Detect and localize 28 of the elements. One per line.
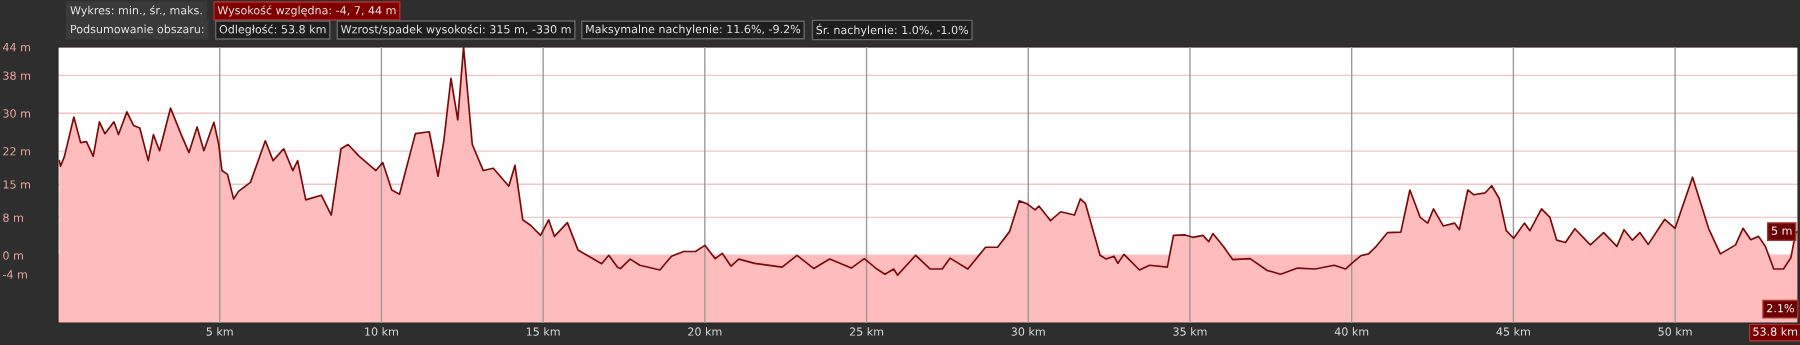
text: Śr. nachylenie: 1.0%, -1.0%: [816, 23, 969, 37]
y-tick-label: 38 m: [3, 71, 30, 80]
text: Maksymalne nachylenie: 11.6%, -9.2%: [586, 24, 801, 36]
text: Wysokość względna: -4, 7, 44 m: [217, 5, 396, 17]
x-tick-label: 45 km: [1496, 327, 1530, 336]
y-tick-label: 44 m: [2, 43, 30, 52]
x-tick-label: 15 km: [526, 327, 560, 336]
x-tick-label: 53.8 km: [1753, 327, 1798, 336]
x-tick-label: 5 km: [206, 327, 233, 336]
y-tick-label: 15 m: [3, 180, 30, 189]
x-tick-label: 20 km: [688, 327, 722, 336]
x-tick-label: 30 km: [1011, 327, 1045, 336]
x-tick-label: 40 km: [1334, 327, 1369, 336]
text: Odległość: 53.8 km: [219, 24, 326, 36]
text: Wykres: min., śr., maks.: [70, 5, 202, 17]
y-tick-label: 0 m: [3, 251, 23, 260]
x-tick-label: 50 km: [1658, 327, 1692, 336]
y-tick-label: 8 m: [3, 213, 23, 222]
y-tick-label: 30 m: [3, 109, 30, 118]
text: Podsumowanie obszaru:: [71, 24, 204, 34]
y-tick-label: 22 m: [3, 147, 30, 156]
x-tick-label: 25 km: [849, 327, 884, 336]
text: Wzrost/spadek wysokości: 315 m, -330 m: [340, 24, 571, 36]
x-tick-label: 10 km: [365, 327, 398, 336]
y-tick-label: -4 m: [2, 270, 27, 279]
x-tick-label: 35 km: [1173, 327, 1207, 336]
annotation: 2.1%: [1767, 304, 1794, 313]
annotation: 5 m: [1771, 226, 1792, 235]
